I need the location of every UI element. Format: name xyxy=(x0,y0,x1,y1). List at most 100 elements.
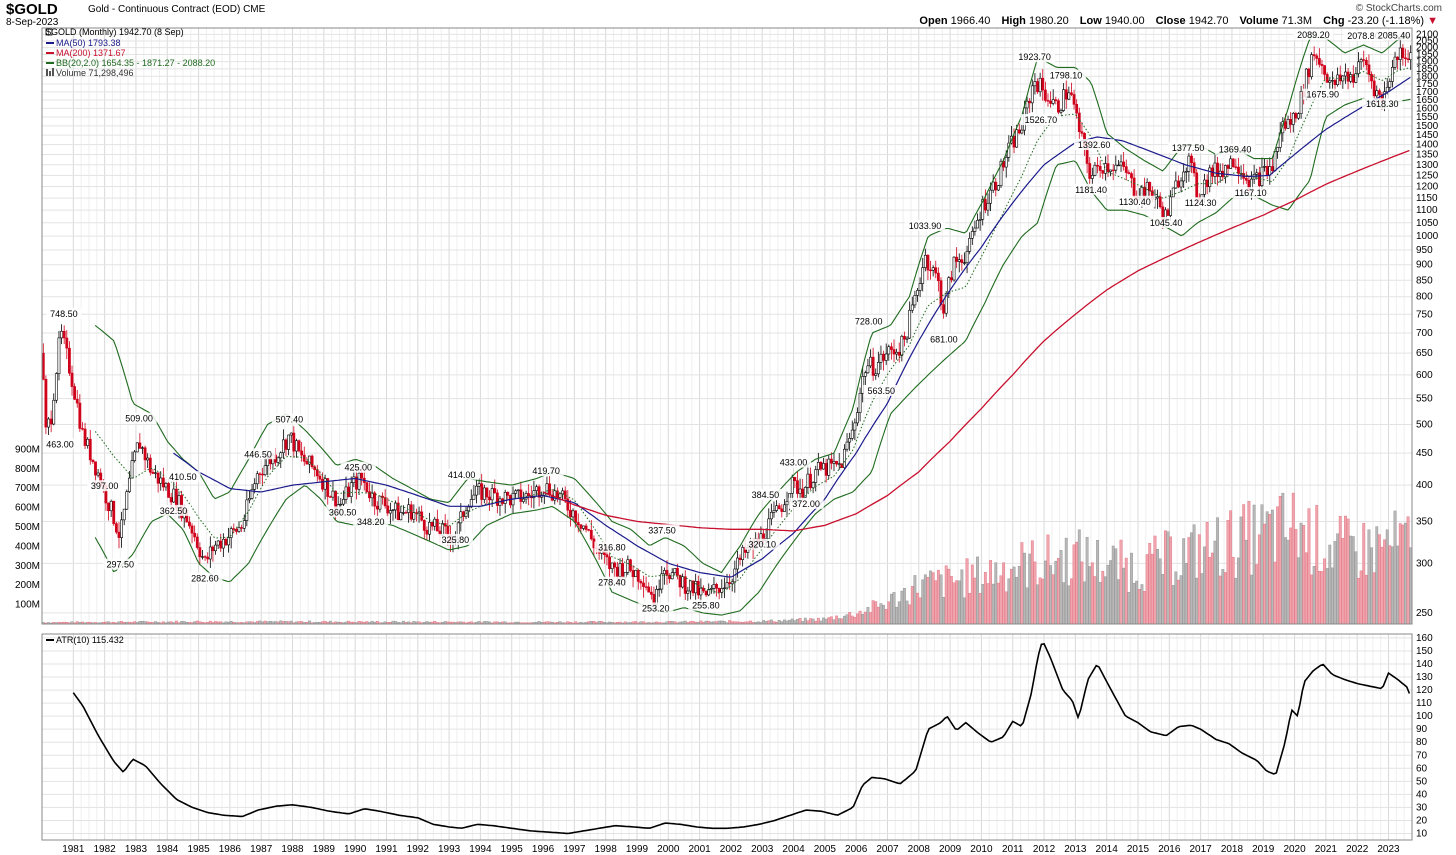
candle-body xyxy=(537,486,541,498)
volume-bar xyxy=(1080,561,1084,625)
volume-bar xyxy=(1054,560,1058,625)
volume-tick-label: 500M xyxy=(15,522,40,533)
price-annotation-bg xyxy=(271,413,307,425)
candle-body xyxy=(386,505,390,514)
candle-body xyxy=(608,556,611,570)
candle-body xyxy=(1156,196,1159,199)
volume-bar xyxy=(1098,582,1102,625)
volume-bar xyxy=(816,617,820,625)
candle-body xyxy=(94,461,97,476)
volume-bar xyxy=(1036,584,1039,625)
volume-bar xyxy=(1383,539,1387,625)
candle-body xyxy=(1096,164,1099,167)
candle-body xyxy=(321,478,324,490)
volume-bar xyxy=(1195,577,1199,625)
candle-body xyxy=(649,591,653,595)
volume-bar xyxy=(1354,551,1358,625)
volume-bar xyxy=(1289,527,1293,625)
price-tick-label: 600 xyxy=(1416,370,1433,381)
price-tick-label: 850 xyxy=(1416,275,1433,286)
price-annotation: 681.00 xyxy=(930,335,958,345)
candle-body xyxy=(634,569,638,578)
volume-bar xyxy=(983,572,987,625)
volume-bar xyxy=(1093,576,1097,625)
volume-bar xyxy=(1117,579,1120,625)
candle-body xyxy=(783,504,786,512)
price-annotation: 2085.40 xyxy=(1378,30,1411,40)
price-annotation-bg xyxy=(1145,217,1187,229)
candle-body xyxy=(1388,81,1392,88)
volume-bar xyxy=(1346,518,1350,625)
candle-body xyxy=(1062,89,1066,111)
volume-bar xyxy=(892,592,896,625)
price-tick-label: 1450 xyxy=(1416,130,1439,141)
candle-body xyxy=(1098,165,1102,171)
price-annotation-bg xyxy=(1302,88,1343,100)
price-annotation-bg xyxy=(1362,98,1403,110)
volume-bar xyxy=(1085,537,1089,625)
candle-body xyxy=(973,227,977,232)
candle-body xyxy=(856,412,859,424)
candle-body xyxy=(905,337,909,340)
candle-body xyxy=(1244,178,1248,181)
candle-body xyxy=(1028,100,1032,104)
price-annotation: 1675.90 xyxy=(1306,90,1339,100)
volume-bar xyxy=(1135,580,1139,625)
volume-bar xyxy=(1380,546,1384,625)
price-tick-label: 650 xyxy=(1416,348,1433,359)
volume-bar xyxy=(1150,553,1154,625)
candle-body xyxy=(837,463,841,465)
candle-body xyxy=(1273,151,1277,171)
volume-bar xyxy=(1265,511,1269,625)
volume-bar xyxy=(1197,534,1201,625)
volume-bar xyxy=(1317,570,1321,625)
price-annotation: 1526.70 xyxy=(1025,115,1058,125)
candle-body xyxy=(1406,58,1410,61)
volume-bar xyxy=(1255,564,1259,625)
candle-body xyxy=(1307,68,1311,78)
candle-body xyxy=(323,478,327,490)
volume-bar xyxy=(1025,587,1029,625)
volume-bar xyxy=(827,617,831,625)
year-tick-label: 2018 xyxy=(1221,844,1244,855)
volume-bar xyxy=(923,574,927,625)
volume-bar xyxy=(916,592,919,625)
price-annotation-bg xyxy=(102,558,138,570)
price-tick-label: 2100 xyxy=(1416,29,1439,40)
volume-bar xyxy=(1341,538,1345,625)
candle-body xyxy=(722,587,726,590)
volume-bar xyxy=(1310,574,1313,625)
volume-bar xyxy=(1302,525,1306,625)
volume-bar xyxy=(1062,582,1066,625)
volume-bar xyxy=(895,606,899,625)
price-annotation-bg xyxy=(688,599,724,611)
volume-bar xyxy=(1270,509,1274,625)
atr-tick-label: 40 xyxy=(1416,789,1428,800)
price-annotation-bg xyxy=(1373,29,1415,41)
volume-bar xyxy=(1010,569,1013,625)
volume-bar xyxy=(1396,545,1400,625)
year-tick-label: 1998 xyxy=(595,844,618,855)
atr-tick-label: 80 xyxy=(1416,737,1428,748)
volume-bar xyxy=(858,610,862,625)
year-tick-label: 2019 xyxy=(1252,844,1275,855)
volume-bar xyxy=(809,618,812,625)
candle-body xyxy=(689,580,692,592)
candle-body xyxy=(503,491,507,504)
volume-bar xyxy=(1205,522,1209,625)
price-annotation-bg xyxy=(1114,195,1156,207)
candle-body xyxy=(375,505,379,510)
volume-bar xyxy=(861,614,865,625)
candle-body xyxy=(70,372,74,387)
candle-body xyxy=(1370,74,1373,82)
volume-bar xyxy=(822,617,825,625)
candle-body xyxy=(626,559,630,573)
volume-bar xyxy=(1163,530,1167,625)
volume-bar xyxy=(960,569,964,625)
volume-bar xyxy=(1297,557,1300,625)
volume-bar xyxy=(1242,504,1246,625)
candle-body xyxy=(699,587,703,596)
price-annotation-bg xyxy=(155,504,192,516)
volume-bar xyxy=(1184,563,1188,625)
